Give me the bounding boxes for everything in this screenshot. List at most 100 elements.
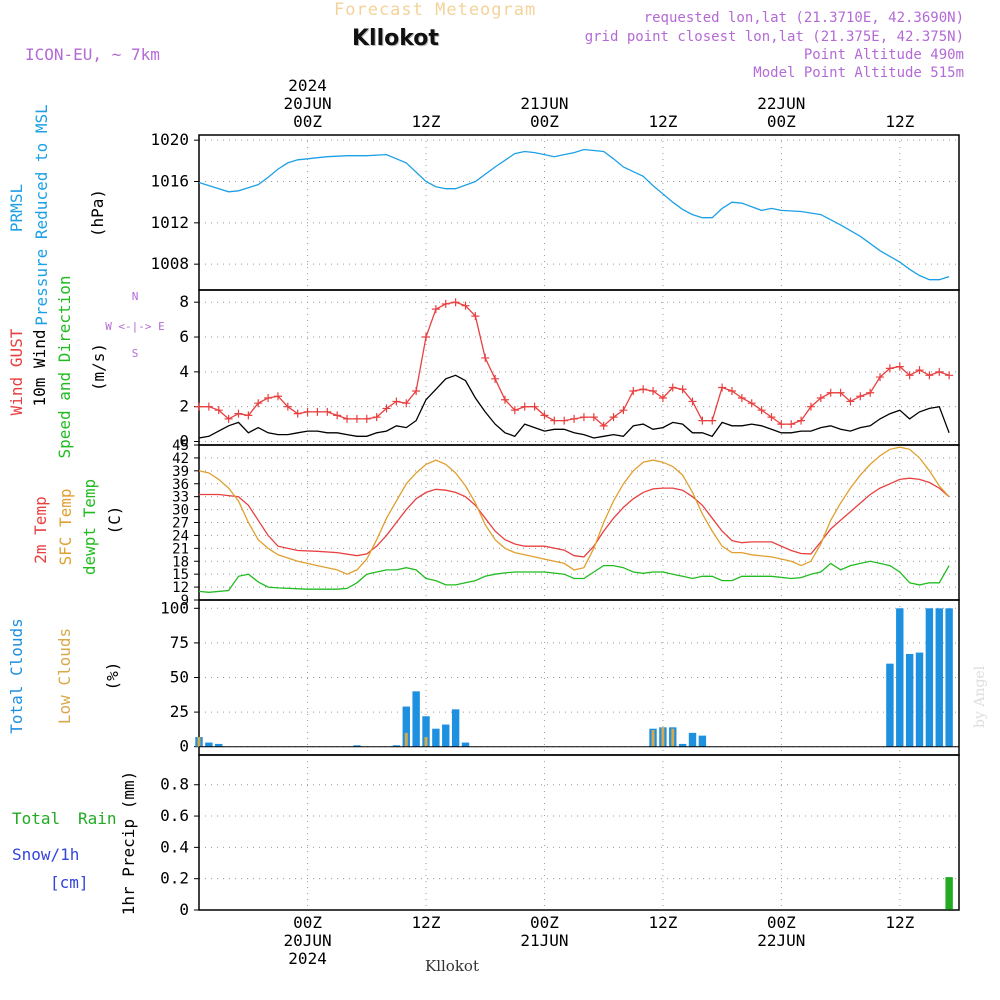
gust-marker xyxy=(500,395,509,404)
label-snow: Snow/1h xyxy=(12,845,79,864)
label-hpa: (hPa) xyxy=(88,189,107,237)
bar-total-clouds xyxy=(678,743,687,747)
gust-marker xyxy=(471,312,480,321)
time-tick-label: 21JUN xyxy=(520,931,569,950)
gust-marker xyxy=(609,413,618,422)
label-precip-mm: 1hr Precip (mm) xyxy=(119,771,138,916)
y-tick-label: 0.6 xyxy=(160,806,189,825)
gust-marker xyxy=(550,416,559,425)
time-tick-label: 00Z xyxy=(766,913,796,932)
requested-coords: requested lon,lat (21.3710E, 42.3690N) xyxy=(643,10,964,26)
y-tick-label: 1012 xyxy=(150,213,189,232)
y-tick-label: 2 xyxy=(179,397,189,416)
gust-marker xyxy=(757,406,766,415)
bar-total-clouds xyxy=(353,745,361,747)
gust-marker xyxy=(846,397,855,406)
label-prmsl: PRMSL xyxy=(7,184,26,232)
y-tick-label: 39 xyxy=(172,464,189,480)
gust-marker xyxy=(333,411,342,420)
y-tick-label: 8 xyxy=(179,292,189,311)
panel-wind: 0 2 4 6 8 xyxy=(179,289,960,451)
gust-marker xyxy=(658,393,667,402)
label-rain: Rain xyxy=(78,809,117,828)
series-prmsl xyxy=(198,148,950,281)
gust-marker xyxy=(787,420,796,429)
time-tick-label: 20JUN xyxy=(283,931,332,950)
gust-marker xyxy=(214,406,223,415)
compass-west-east: W <-|-> E xyxy=(105,320,165,333)
time-tick-label: 12Z xyxy=(885,913,915,932)
series-wind-gust xyxy=(199,301,950,427)
grid-point-coords: grid point closest lon,lat (21.375E, 42.… xyxy=(584,29,964,45)
gust-marker xyxy=(668,383,677,392)
y-tick-label: 75 xyxy=(170,633,189,652)
gust-marker xyxy=(392,397,401,406)
time-tick-label: 00Z xyxy=(530,913,559,932)
gust-marker xyxy=(195,402,203,411)
model-point-altitude: Model Point Altitude 515m xyxy=(753,65,964,81)
y-tick-label: 9 xyxy=(181,593,189,609)
model-label: ICON-EU, ~ 7km xyxy=(25,45,160,64)
time-tick-label: 2024 xyxy=(288,76,327,95)
y-tick-label: 30 xyxy=(172,503,189,519)
gust-marker xyxy=(579,413,588,422)
gust-marker xyxy=(323,407,332,416)
gust-marker xyxy=(422,333,431,342)
y-tick-label: 18 xyxy=(172,554,189,570)
gust-marker xyxy=(491,374,500,383)
gust-marker xyxy=(866,388,875,397)
y-tick-label: 0 xyxy=(179,432,189,451)
gust-marker xyxy=(431,305,440,314)
bar-total-clouds xyxy=(422,716,430,747)
y-tick-label: 45 xyxy=(172,438,189,454)
label-speed-direction: Speed and Direction xyxy=(55,275,74,458)
gust-marker xyxy=(836,388,845,397)
label-celsius: (C) xyxy=(105,506,124,535)
bar-total-clouds xyxy=(935,608,943,747)
bar-low-clouds xyxy=(671,728,675,747)
gust-marker xyxy=(254,399,263,408)
bar-total-clouds xyxy=(461,742,470,747)
gust-marker xyxy=(876,373,885,382)
gust-marker xyxy=(451,298,460,307)
label-low-clouds: Low Clouds xyxy=(55,628,74,724)
time-tick-label: 12Z xyxy=(648,913,678,932)
bar-low-clouds xyxy=(404,732,408,747)
footer-station: Kllokot xyxy=(425,957,479,975)
gust-marker xyxy=(708,416,717,425)
gust-marker xyxy=(293,409,302,418)
time-tick-label: 21JUN xyxy=(520,94,569,113)
gust-marker xyxy=(895,362,904,371)
gust-marker xyxy=(777,420,786,429)
bar-total-clouds xyxy=(896,608,904,747)
time-tick-label: 12Z xyxy=(411,112,441,131)
gust-marker xyxy=(905,371,914,380)
gust-marker xyxy=(303,407,312,416)
panel-frame xyxy=(198,289,960,446)
time-tick-label: 00Z xyxy=(766,112,796,131)
gust-marker xyxy=(806,402,815,411)
gust-marker xyxy=(688,397,697,406)
station-name: Kllokot xyxy=(352,26,439,51)
gust-marker xyxy=(767,413,776,422)
y-tick-label: 0.4 xyxy=(160,837,189,856)
time-tick-label: 12Z xyxy=(648,112,678,131)
label-percent: (%) xyxy=(103,662,122,691)
y-tick-label: 0.2 xyxy=(160,869,189,888)
gust-marker xyxy=(540,411,549,420)
bar-total-clouds xyxy=(945,608,953,747)
label-pressure-msl: Pressure Reduced to MSL xyxy=(32,104,51,326)
gust-marker xyxy=(826,388,835,397)
gust-marker xyxy=(629,387,638,396)
y-tick-label: 0.8 xyxy=(160,775,189,794)
gust-marker xyxy=(797,416,806,425)
y-tick-label: 1008 xyxy=(150,254,189,273)
y-tick-label: 0 xyxy=(179,900,189,919)
bar-low-clouds xyxy=(661,727,665,747)
gust-marker xyxy=(372,413,381,422)
gust-marker xyxy=(244,411,253,420)
time-tick-label: 00Z xyxy=(293,112,323,131)
gust-marker xyxy=(589,413,598,422)
label-10m-wind: 10m Wind xyxy=(30,329,49,406)
